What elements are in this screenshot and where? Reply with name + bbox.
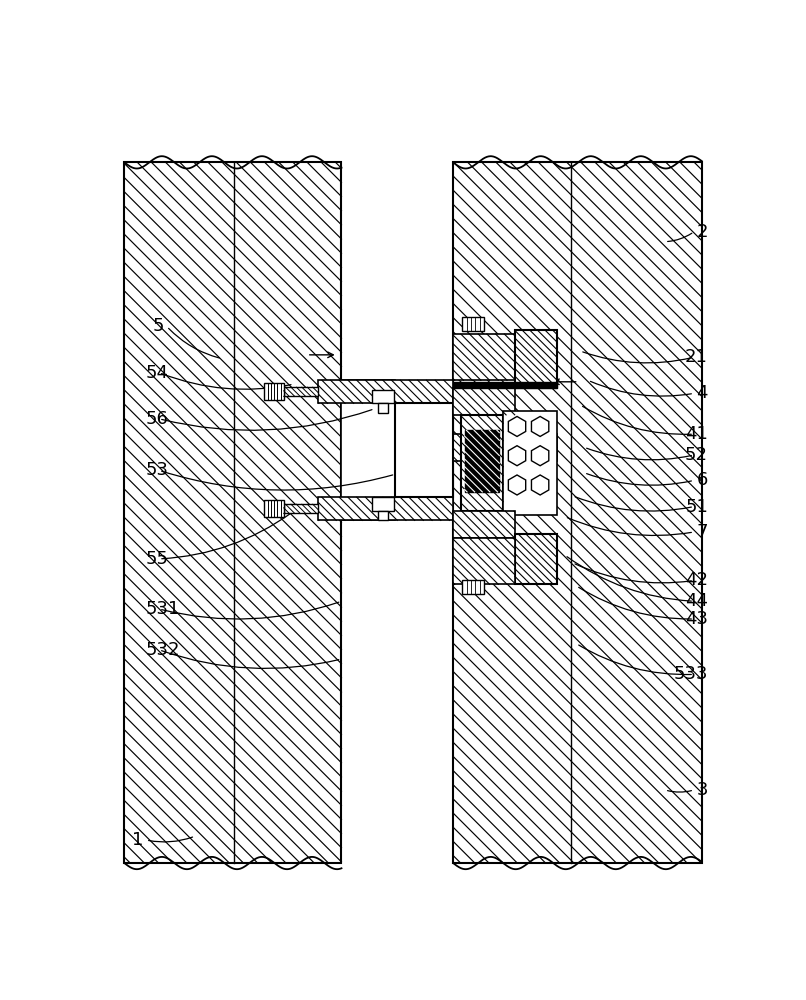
Bar bbox=[264, 383, 284, 400]
Bar bbox=[318, 497, 453, 520]
Text: 55: 55 bbox=[145, 550, 168, 568]
Text: 5: 5 bbox=[153, 317, 164, 335]
Bar bbox=[284, 504, 318, 513]
Bar bbox=[515, 330, 557, 388]
Text: 53: 53 bbox=[145, 461, 168, 479]
Bar bbox=[318, 380, 453, 403]
Bar bbox=[372, 497, 394, 511]
Text: 42: 42 bbox=[685, 571, 708, 589]
Bar bbox=[503, 411, 557, 515]
Bar bbox=[342, 380, 396, 520]
Bar bbox=[465, 430, 499, 492]
Text: 21: 21 bbox=[685, 348, 708, 366]
Bar bbox=[379, 511, 388, 520]
Text: 4: 4 bbox=[696, 384, 708, 402]
Bar bbox=[463, 317, 484, 331]
Text: 52: 52 bbox=[685, 446, 708, 464]
Text: 3: 3 bbox=[696, 781, 708, 799]
Bar bbox=[515, 534, 557, 584]
Text: 7: 7 bbox=[696, 523, 708, 541]
Bar bbox=[284, 387, 318, 396]
Text: 43: 43 bbox=[685, 610, 708, 628]
Bar bbox=[453, 538, 515, 584]
Bar bbox=[453, 434, 557, 461]
Bar bbox=[453, 334, 515, 380]
Bar bbox=[264, 500, 284, 517]
Bar bbox=[396, 403, 453, 497]
Text: 51: 51 bbox=[685, 498, 708, 516]
Text: 533: 533 bbox=[674, 665, 708, 683]
Text: 41: 41 bbox=[685, 425, 708, 443]
Bar bbox=[124, 162, 342, 863]
Text: 531: 531 bbox=[145, 600, 180, 618]
Bar bbox=[379, 403, 388, 413]
Bar bbox=[453, 511, 515, 538]
Bar bbox=[453, 382, 557, 388]
Text: 54: 54 bbox=[145, 364, 168, 382]
Text: 56: 56 bbox=[145, 410, 168, 428]
Bar bbox=[453, 388, 515, 415]
Bar bbox=[453, 162, 702, 863]
Text: 532: 532 bbox=[145, 641, 180, 659]
Text: 1: 1 bbox=[132, 831, 143, 849]
Bar bbox=[372, 389, 394, 403]
Text: 2: 2 bbox=[696, 223, 708, 241]
Text: 44: 44 bbox=[685, 592, 708, 610]
Bar bbox=[463, 580, 484, 594]
Text: 6: 6 bbox=[696, 471, 708, 489]
Bar bbox=[461, 415, 503, 511]
